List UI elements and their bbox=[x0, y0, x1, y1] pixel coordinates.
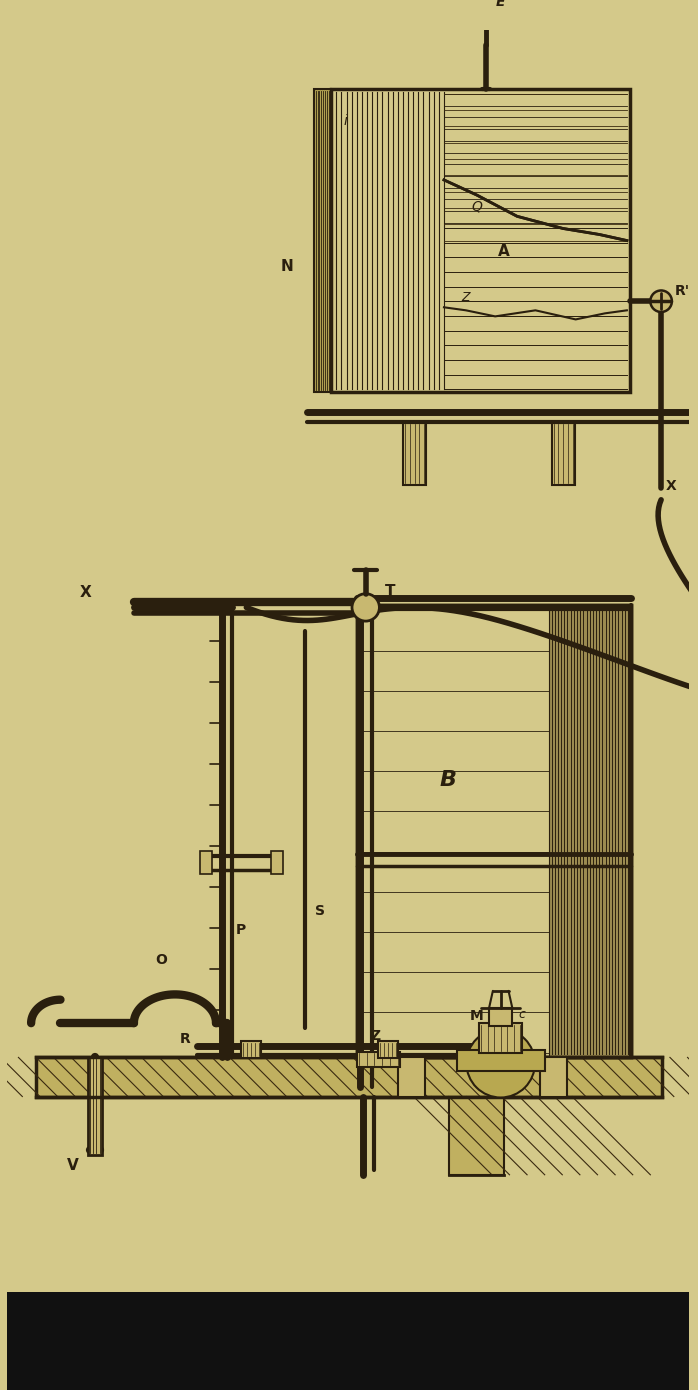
Text: X: X bbox=[80, 585, 92, 599]
Text: R: R bbox=[180, 1031, 191, 1045]
Polygon shape bbox=[444, 92, 627, 240]
Polygon shape bbox=[473, 10, 500, 24]
Text: Q: Q bbox=[471, 199, 482, 213]
Text: V: V bbox=[67, 1158, 79, 1173]
Text: X: X bbox=[666, 480, 677, 493]
Bar bbox=[242, 1041, 261, 1058]
Text: i: i bbox=[343, 114, 347, 128]
Bar bbox=[403, 421, 426, 485]
Bar bbox=[489, 1009, 512, 1026]
Text: N: N bbox=[281, 259, 293, 274]
Bar bbox=[332, 89, 630, 392]
Text: M: M bbox=[469, 1009, 483, 1023]
Bar bbox=[88, 1058, 102, 1155]
Bar bbox=[378, 1041, 398, 1058]
Text: P: P bbox=[236, 923, 246, 937]
Text: Z: Z bbox=[371, 1029, 380, 1042]
Bar bbox=[36, 1058, 662, 1097]
Bar bbox=[479, 1023, 522, 1052]
Bar bbox=[540, 1058, 567, 1097]
Bar bbox=[332, 89, 630, 392]
Text: R': R' bbox=[675, 285, 690, 299]
Circle shape bbox=[651, 291, 672, 311]
Text: S: S bbox=[315, 904, 325, 917]
Text: A: A bbox=[498, 243, 510, 259]
Bar bbox=[551, 421, 575, 485]
Text: Z: Z bbox=[461, 292, 470, 304]
Bar bbox=[456, 1049, 544, 1072]
Circle shape bbox=[352, 594, 380, 621]
Bar bbox=[357, 606, 631, 1058]
Bar bbox=[549, 606, 631, 1058]
Bar bbox=[398, 1058, 425, 1097]
Bar bbox=[357, 606, 631, 1058]
Text: E: E bbox=[496, 0, 505, 8]
Circle shape bbox=[466, 1029, 535, 1098]
Bar bbox=[444, 92, 627, 225]
Bar bbox=[200, 851, 212, 874]
Text: c: c bbox=[519, 1008, 525, 1022]
Bar bbox=[449, 1097, 504, 1175]
Bar bbox=[271, 851, 283, 874]
Text: O: O bbox=[156, 954, 168, 967]
Bar bbox=[314, 89, 332, 392]
Bar bbox=[444, 225, 627, 389]
Text: B: B bbox=[439, 770, 456, 791]
Bar bbox=[357, 1051, 400, 1068]
Text: T: T bbox=[385, 584, 396, 599]
Bar bbox=[334, 92, 447, 389]
Bar bbox=[7, 1293, 690, 1390]
